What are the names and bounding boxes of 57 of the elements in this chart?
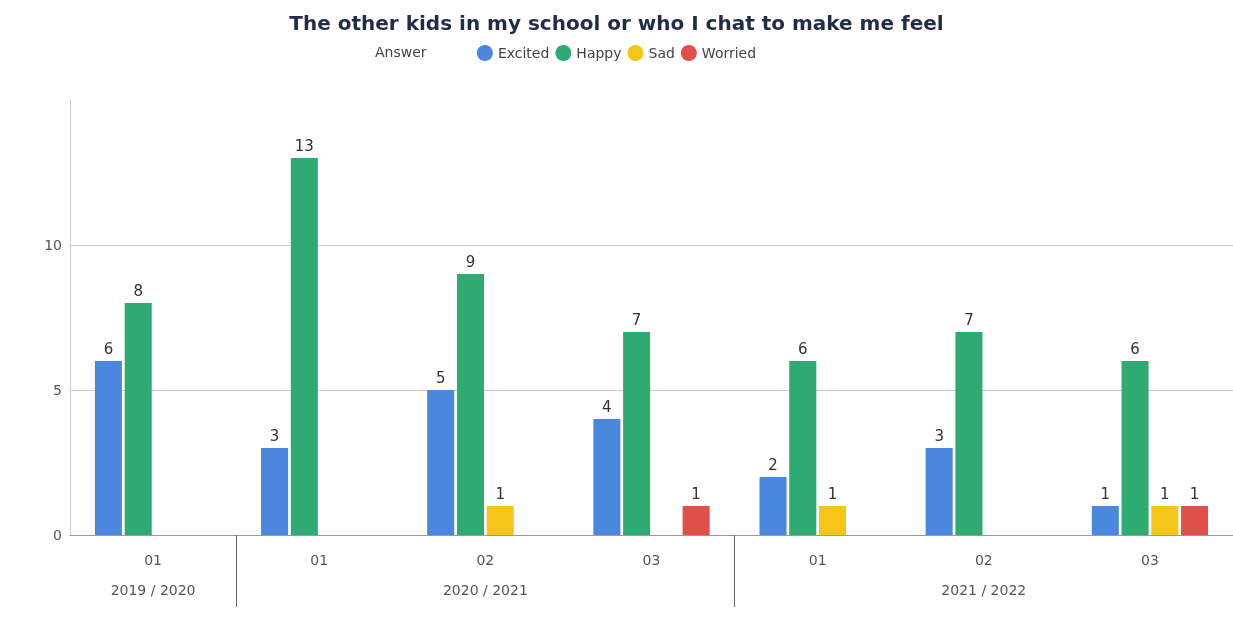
x-tick-label: 03 — [642, 552, 661, 568]
data-label: 13 — [294, 136, 314, 155]
data-label: 6 — [103, 339, 114, 358]
data-label: 5 — [435, 368, 446, 387]
bar — [427, 390, 455, 535]
bar — [955, 332, 983, 535]
x-tick-label: 01 — [808, 552, 827, 568]
data-label: 1 — [691, 484, 701, 503]
bar — [456, 274, 484, 535]
bar — [94, 361, 122, 535]
y-tick-label: 10 — [44, 237, 62, 253]
bar — [261, 448, 289, 535]
bar — [623, 332, 651, 535]
x-tick-label: 01 — [310, 552, 329, 568]
text: 2019 / 2020 — [110, 582, 196, 598]
legend-title: Answer — [374, 44, 427, 60]
legend-label: Excited — [497, 45, 550, 61]
bar — [290, 158, 318, 535]
legend-label: Happy — [576, 45, 622, 61]
data-label: 3 — [934, 426, 944, 445]
data-label: 6 — [797, 339, 808, 358]
x-tick-label: 03 — [1141, 552, 1159, 568]
data-label: 4 — [602, 397, 612, 416]
x-tick-label: 02 — [476, 552, 495, 568]
data-label: 8 — [133, 281, 143, 300]
data-label: 6 — [1130, 339, 1140, 358]
chart-title: The other kids in my school or who I chat to make me feel — [289, 11, 944, 35]
data-label: 1 — [827, 484, 838, 503]
bar — [819, 506, 847, 535]
legend-label: Worried — [701, 45, 757, 61]
data-label: 1 — [495, 484, 506, 503]
bar — [593, 419, 621, 535]
x-tick-label: 01 — [144, 552, 162, 568]
text: 2021 / 2022 — [941, 582, 1027, 598]
bar — [1151, 506, 1179, 535]
data-label: 3 — [269, 426, 280, 445]
bar — [789, 361, 817, 535]
bar — [124, 303, 152, 535]
bar — [486, 506, 514, 535]
data-label: 1 — [1189, 484, 1200, 503]
bar — [759, 477, 787, 535]
data-label: 1 — [1160, 484, 1170, 503]
data-label: 7 — [964, 310, 974, 329]
legend-label: Sad — [648, 45, 675, 61]
bar — [682, 506, 710, 535]
data-label: 2 — [768, 455, 778, 474]
y-tick-label: 0 — [53, 527, 62, 543]
x-tick-label: 02 — [974, 552, 993, 568]
text: 2020 / 2021 — [442, 582, 528, 598]
bar — [1091, 506, 1119, 535]
data-label: 9 — [465, 252, 476, 271]
bar — [1181, 506, 1209, 535]
data-label: 1 — [1100, 484, 1111, 503]
bar — [1121, 361, 1149, 535]
data-label: 7 — [631, 310, 642, 329]
y-tick-label: 5 — [53, 382, 62, 398]
bar — [925, 448, 953, 535]
